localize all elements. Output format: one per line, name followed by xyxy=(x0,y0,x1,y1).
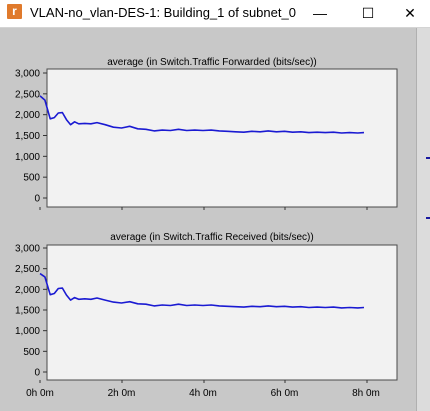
y-tick-label: 2,500 xyxy=(15,89,40,100)
y-tick-label: 2,000 xyxy=(15,285,40,296)
plot-panel xyxy=(46,244,398,381)
close-button[interactable]: ✕ xyxy=(404,5,416,21)
y-tick-label: 2,500 xyxy=(15,264,40,275)
window-title: VLAN-no_vlan-DES-1: Building_1 of subnet… xyxy=(30,5,296,20)
title-bar: r VLAN-no_vlan-DES-1: Building_1 of subn… xyxy=(0,0,430,28)
plot-panel xyxy=(46,68,398,208)
y-tick-label: 1,000 xyxy=(15,326,40,337)
y-tick-label: 0 xyxy=(34,194,40,205)
y-tick-label: 1,500 xyxy=(15,131,40,142)
x-tick-label: 6h 0m xyxy=(271,388,299,399)
y-tick-label: 500 xyxy=(23,173,40,184)
minimize-button[interactable]: — xyxy=(313,5,327,21)
series-line xyxy=(39,95,365,134)
y-tick-label: 3,000 xyxy=(15,69,40,80)
chart-title: average (in Switch.Traffic Received (bit… xyxy=(110,232,313,243)
y-tick-label: 1,000 xyxy=(15,152,40,163)
series-line xyxy=(39,272,365,309)
chart-title: average (in Switch.Traffic Forwarded (bi… xyxy=(107,57,317,68)
vertical-scrollbar[interactable] xyxy=(416,28,430,411)
scroll-marker xyxy=(426,157,430,159)
x-tick-label: 8h 0m xyxy=(352,388,380,399)
x-tick-label: 0h 0m xyxy=(26,388,54,399)
y-tick-label: 1,500 xyxy=(15,306,40,317)
y-tick-label: 2,000 xyxy=(15,110,40,121)
y-tick-label: 3,000 xyxy=(15,244,40,255)
y-tick-label: 0 xyxy=(34,368,40,379)
app-icon: r xyxy=(7,4,22,19)
x-tick-label: 2h 0m xyxy=(108,388,136,399)
maximize-button[interactable]: ☐ xyxy=(361,5,375,21)
scroll-marker xyxy=(426,217,430,219)
y-tick-label: 500 xyxy=(23,347,40,358)
x-tick-label: 4h 0m xyxy=(189,388,217,399)
charts-canvas: average (in Switch.Traffic Forwarded (bi… xyxy=(15,57,398,399)
